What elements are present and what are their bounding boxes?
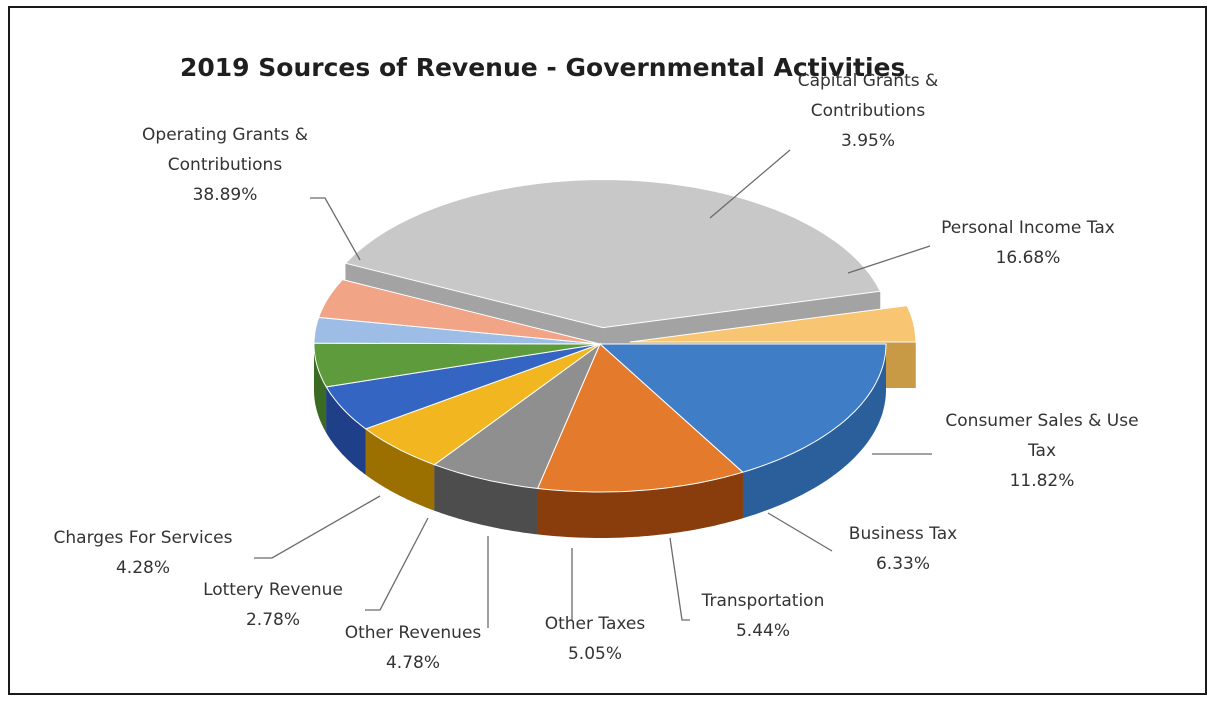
leader-line: [254, 495, 381, 559]
data-label-value: 6.33%: [876, 554, 930, 574]
pie-slice-personal-income-tax: [598, 343, 887, 473]
pie-slice-business-tax: [433, 342, 602, 489]
pie-slice-side: [434, 464, 538, 535]
pie-slice-capital-grants-contributions: [629, 305, 917, 343]
data-labels: Personal Income Tax 16.68% Consumer Sales …: [54, 71, 1139, 673]
leader-line: [310, 197, 361, 261]
pie-slice-side: [742, 344, 886, 519]
leader-line: [847, 245, 931, 274]
pie-slice-consumer-sales-use-tax: [536, 343, 744, 493]
data-label-name: Operating Grants &: [142, 125, 308, 145]
data-label-name: Consumer Sales & Use: [945, 411, 1138, 431]
leader-line: [709, 149, 791, 219]
data-label-name: Transportation: [701, 591, 825, 611]
data-label-value: 4.78%: [386, 653, 440, 673]
pie-slice-operating-grants-contributions: [344, 179, 882, 329]
chart-frame: 2019 Sources of Revenue - Governmental A…: [8, 6, 1207, 695]
leader-line: [669, 537, 690, 621]
data-label-name: Contributions: [811, 101, 926, 121]
data-label-name: Other Taxes: [545, 614, 646, 634]
pie-slice-other-taxes: [325, 343, 601, 430]
pie-slice-side: [326, 386, 366, 475]
data-label-value: 5.44%: [736, 621, 790, 641]
leader-lines: [254, 149, 932, 628]
pie-slice-charges-for-services: [318, 279, 601, 345]
data-label-value: 11.82%: [1010, 471, 1075, 491]
data-label-value: 2.78%: [246, 610, 300, 630]
pie-slice-other-revenues: [313, 342, 601, 388]
data-label-name: Capital Grants &: [798, 71, 939, 91]
data-label-value: 5.05%: [568, 644, 622, 664]
pie-tops: [313, 179, 917, 493]
data-label-value: 3.95%: [841, 131, 895, 151]
pie-slice-transportation: [364, 343, 601, 466]
data-label-name: Business Tax: [849, 524, 957, 544]
data-label-name: Charges For Services: [54, 528, 233, 548]
leader-line: [365, 517, 429, 611]
pie-chart: 2019 Sources of Revenue - Governmental A…: [54, 53, 1139, 673]
data-label-value: 38.89%: [193, 185, 258, 205]
pie-slice-side: [365, 428, 435, 511]
data-label-name: Contributions: [168, 155, 283, 175]
chart-title: 2019 Sources of Revenue - Governmental A…: [180, 53, 905, 82]
pie-slice-side: [537, 472, 743, 538]
leader-line: [767, 512, 833, 552]
data-label-name: Lottery Revenue: [203, 580, 343, 600]
data-label-name: Tax: [1027, 441, 1056, 461]
data-label-name: Other Revenues: [345, 623, 482, 643]
data-label-name: Personal Income Tax: [941, 218, 1115, 238]
data-label-value: 4.28%: [116, 558, 170, 578]
data-label-value: 16.68%: [996, 248, 1061, 268]
